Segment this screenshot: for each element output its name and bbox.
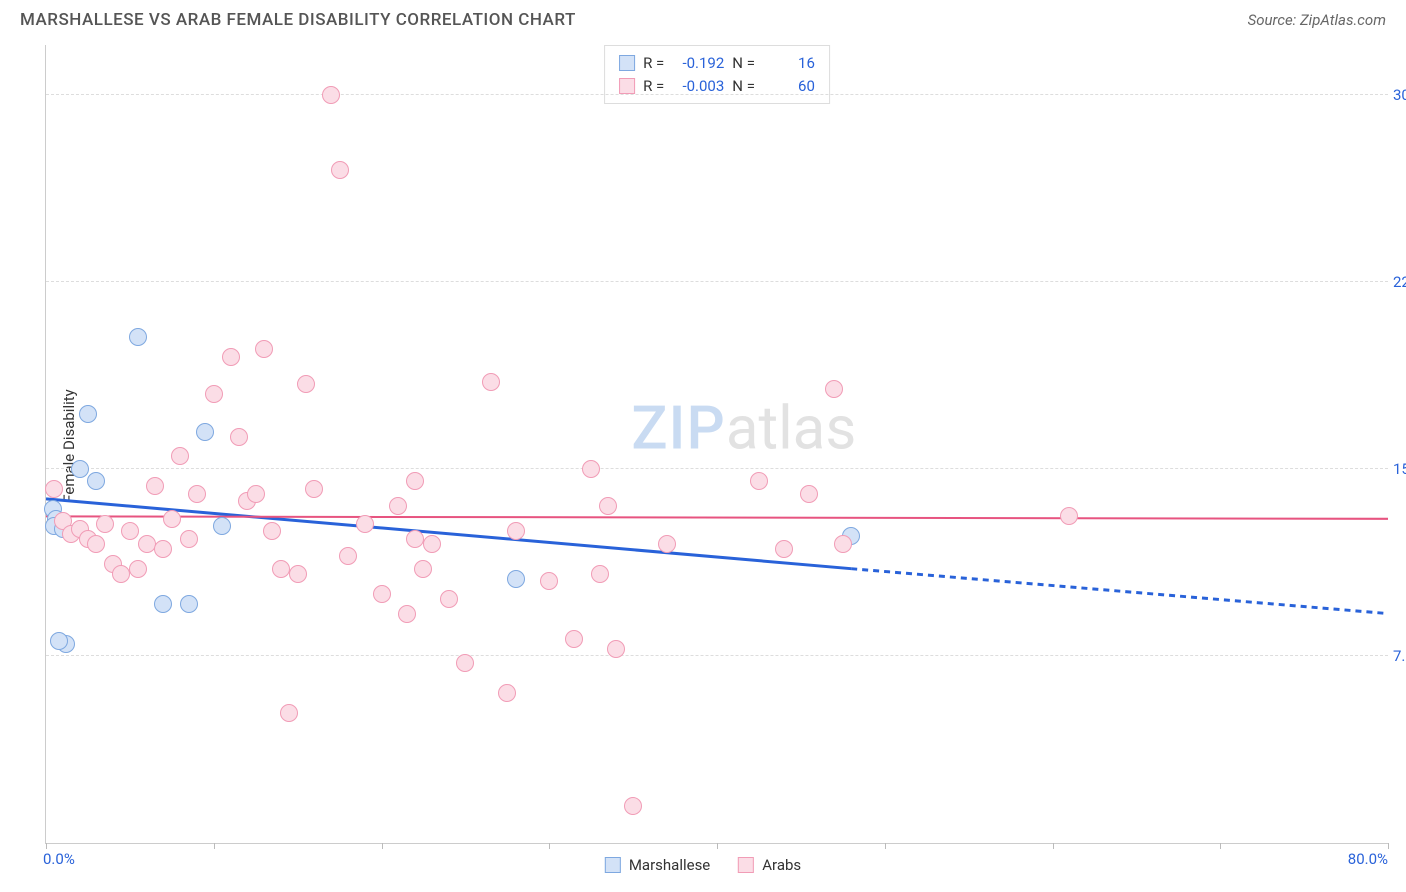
scatter-point [482, 373, 500, 391]
scatter-point [196, 423, 214, 441]
scatter-point [305, 480, 323, 498]
scatter-point [599, 497, 617, 515]
scatter-point [356, 515, 374, 533]
x-tick [549, 843, 550, 849]
scatter-point [255, 340, 273, 358]
scatter-point [565, 630, 583, 648]
gridline [46, 468, 1388, 469]
scatter-point [289, 565, 307, 583]
scatter-point [297, 375, 315, 393]
scatter-chart: ZIPatlas R = -0.192 N = 16 R = -0.003 N … [45, 45, 1388, 844]
scatter-point [775, 540, 793, 558]
scatter-point [180, 595, 198, 613]
scatter-point [163, 510, 181, 528]
scatter-point [45, 480, 63, 498]
y-tick-label: 7.5% [1393, 647, 1406, 665]
scatter-point [154, 540, 172, 558]
scatter-point [624, 797, 642, 815]
x-tick [885, 843, 886, 849]
legend-label: Arabs [762, 856, 801, 874]
x-tick [1388, 843, 1389, 849]
gridline [46, 655, 1388, 656]
scatter-point [280, 704, 298, 722]
scatter-point [498, 684, 516, 702]
scatter-point [591, 565, 609, 583]
scatter-point [800, 485, 818, 503]
legend-label: Marshallese [629, 856, 710, 874]
scatter-point [129, 560, 147, 578]
y-tick-label: 15.0% [1393, 460, 1406, 478]
scatter-point [339, 547, 357, 565]
swatch-arabs [738, 857, 754, 873]
source-attribution: Source: ZipAtlas.com [1248, 11, 1386, 29]
correlation-legend: R = -0.192 N = 16 R = -0.003 N = 60 [604, 45, 830, 104]
swatch-arabs [619, 78, 635, 94]
gridline [46, 281, 1388, 282]
chart-title: MARSHALLESE VS ARAB FEMALE DISABILITY CO… [20, 10, 576, 30]
scatter-point [138, 535, 156, 553]
scatter-point [440, 590, 458, 608]
scatter-point [205, 385, 223, 403]
legend-row-marshallese: R = -0.192 N = 16 [619, 52, 815, 75]
scatter-point [87, 535, 105, 553]
scatter-point [406, 472, 424, 490]
scatter-point [507, 570, 525, 588]
x-axis-min: 0.0% [43, 850, 75, 868]
scatter-point [263, 522, 281, 540]
scatter-point [373, 585, 391, 603]
scatter-point [272, 560, 290, 578]
scatter-point [146, 477, 164, 495]
scatter-point [180, 530, 198, 548]
scatter-point [423, 535, 441, 553]
scatter-point [331, 161, 349, 179]
x-tick [1220, 843, 1221, 849]
scatter-point [247, 485, 265, 503]
y-tick-label: 30.0% [1393, 86, 1406, 104]
scatter-point [582, 460, 600, 478]
scatter-point [79, 405, 97, 423]
scatter-point [87, 472, 105, 490]
scatter-point [658, 535, 676, 553]
gridline [46, 94, 1388, 95]
scatter-point [213, 517, 231, 535]
trend-lines [46, 45, 1388, 843]
swatch-marshallese [619, 55, 635, 71]
x-tick [382, 843, 383, 849]
scatter-point [456, 654, 474, 672]
scatter-point [398, 605, 416, 623]
scatter-point [607, 640, 625, 658]
swatch-marshallese [605, 857, 621, 873]
scatter-point [112, 565, 130, 583]
scatter-point [414, 560, 432, 578]
x-tick [46, 843, 47, 849]
scatter-point [834, 535, 852, 553]
x-tick [717, 843, 718, 849]
scatter-point [96, 515, 114, 533]
scatter-point [71, 460, 89, 478]
scatter-point [750, 472, 768, 490]
scatter-point [322, 86, 340, 104]
scatter-point [171, 447, 189, 465]
scatter-point [507, 522, 525, 540]
scatter-point [50, 632, 68, 650]
x-axis-max: 80.0% [1348, 850, 1388, 868]
scatter-point [188, 485, 206, 503]
scatter-point [230, 428, 248, 446]
scatter-point [540, 572, 558, 590]
series-legend: Marshallese Arabs [605, 856, 801, 874]
scatter-point [825, 380, 843, 398]
watermark: ZIPatlas [631, 393, 856, 464]
scatter-point [154, 595, 172, 613]
scatter-point [1060, 507, 1078, 525]
y-tick-label: 22.5% [1393, 273, 1406, 291]
scatter-point [389, 497, 407, 515]
scatter-point [222, 348, 240, 366]
scatter-point [129, 328, 147, 346]
legend-item-marshallese: Marshallese [605, 856, 710, 874]
x-tick [1053, 843, 1054, 849]
scatter-point [406, 530, 424, 548]
legend-item-arabs: Arabs [738, 856, 801, 874]
x-tick [214, 843, 215, 849]
scatter-point [121, 522, 139, 540]
